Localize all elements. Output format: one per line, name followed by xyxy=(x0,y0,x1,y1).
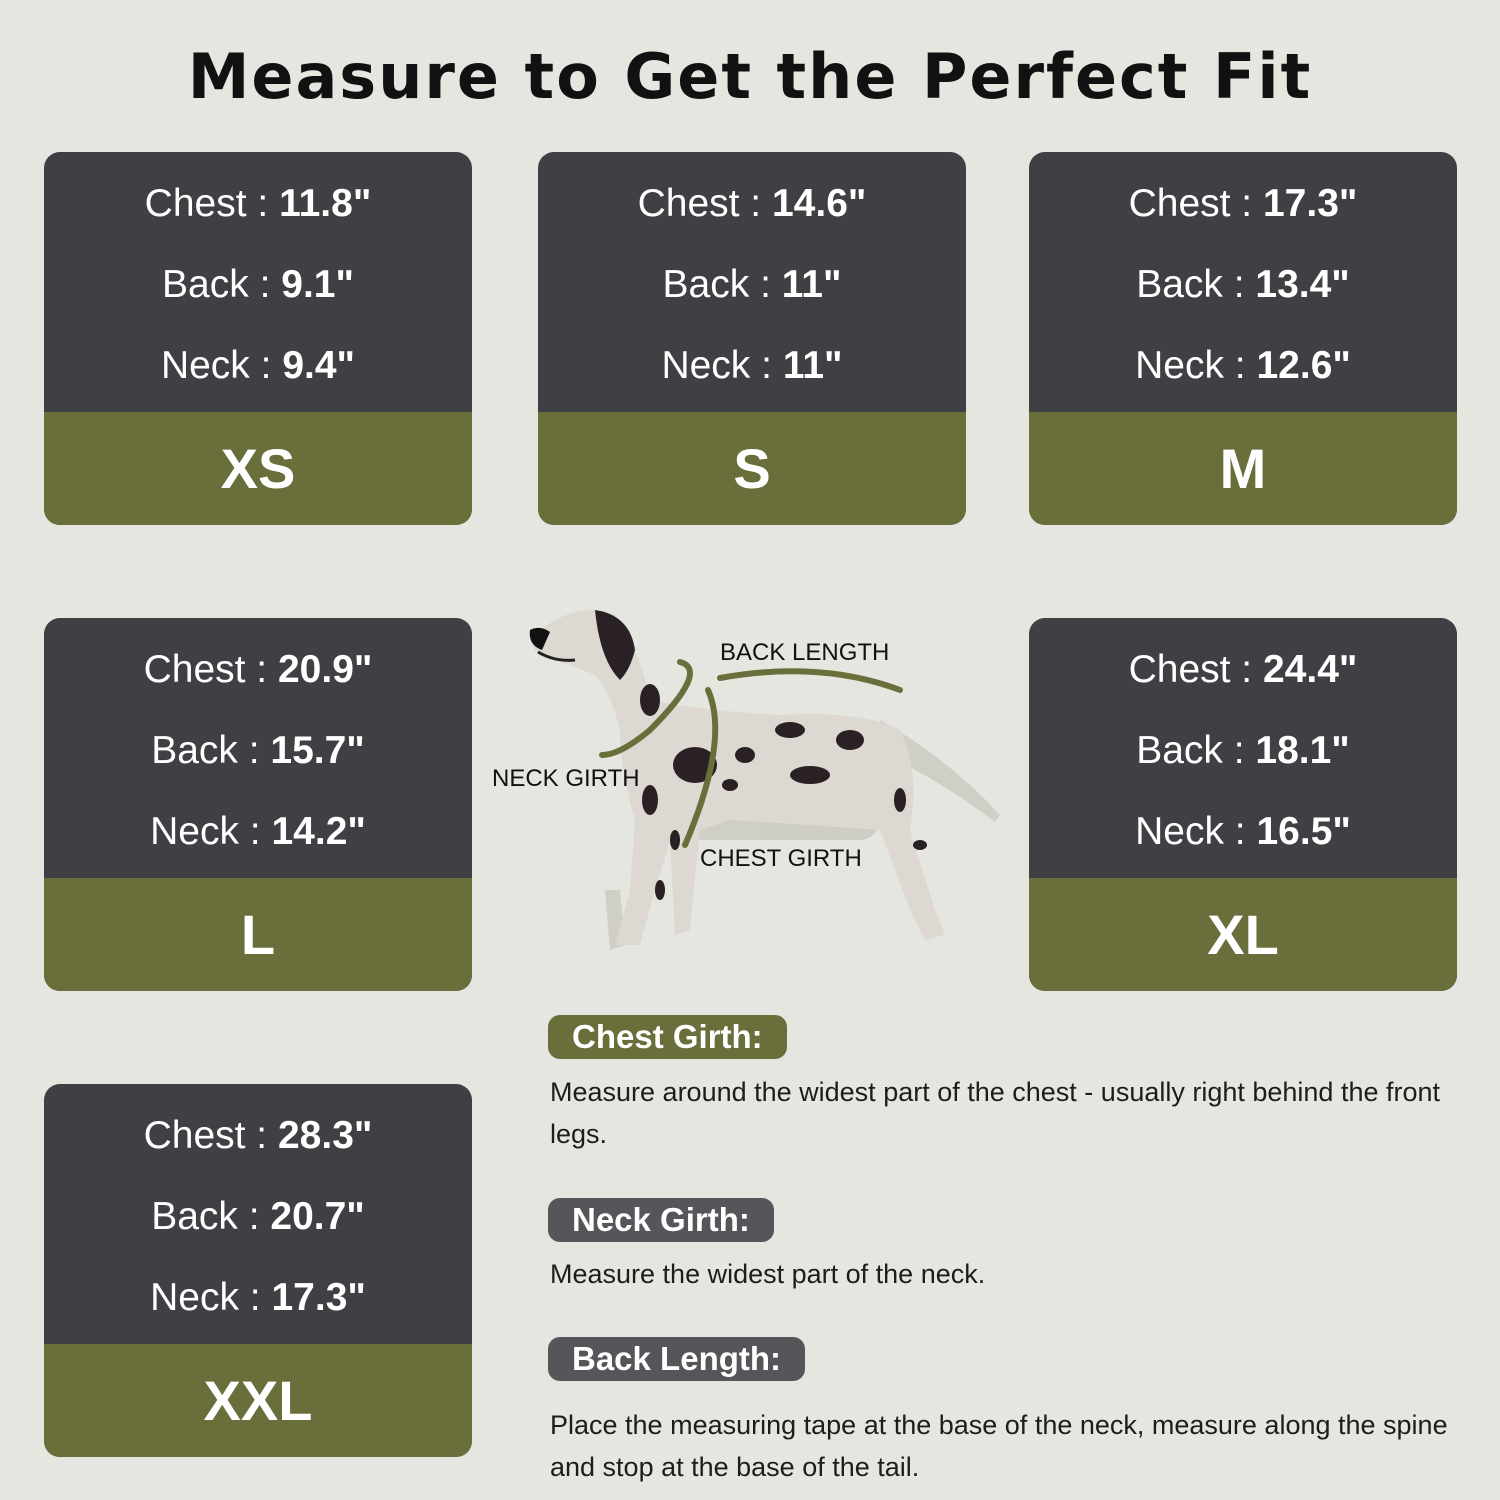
neck-value: 9.4" xyxy=(282,344,356,387)
size-label: S xyxy=(538,412,966,525)
neck-label: Neck : xyxy=(661,344,783,387)
neck-measurement: Neck : 12.6" xyxy=(1029,344,1457,388)
back-value: 13.4" xyxy=(1255,263,1350,306)
size-card-xs: Chest : 11.8" Back : 9.1" Neck : 9.4" XS xyxy=(44,152,472,525)
neck-girth-text: Measure the widest part of the neck. xyxy=(550,1259,986,1289)
chest-measurement: Chest : 24.4" xyxy=(1029,648,1457,692)
size-card-s: Chest : 14.6" Back : 11" Neck : 11" S xyxy=(538,152,966,525)
back-label: Back : xyxy=(662,263,782,306)
back-measurement: Back : 18.1" xyxy=(1029,729,1457,773)
back-label: Back : xyxy=(1136,263,1256,306)
neck-measurement: Neck : 9.4" xyxy=(44,344,472,388)
chest-label: Chest : xyxy=(637,182,772,225)
chest-value: 17.3" xyxy=(1262,182,1358,225)
back-label: Back : xyxy=(151,729,271,772)
back-measurement: Back : 13.4" xyxy=(1029,263,1457,307)
chest-value: 14.6" xyxy=(771,182,867,225)
neck-measurement: Neck : 16.5" xyxy=(1029,810,1457,854)
size-label: XL xyxy=(1029,878,1457,991)
neck-measurement: Neck : 11" xyxy=(538,344,966,388)
chest-girth-label: CHEST GIRTH xyxy=(700,845,862,872)
back-label: Back : xyxy=(151,1195,271,1238)
neck-value: 14.2" xyxy=(271,810,366,853)
neck-value: 17.3" xyxy=(271,1276,366,1319)
neck-label: Neck : xyxy=(1135,810,1257,853)
neck-girth-label: NECK GIRTH xyxy=(492,765,640,792)
back-value: 18.1" xyxy=(1255,729,1350,772)
neck-value: 16.5" xyxy=(1256,810,1351,853)
chest-measurement: Chest : 28.3" xyxy=(44,1114,472,1158)
back-length-label: BACK LENGTH xyxy=(720,639,890,666)
size-card-m: Chest : 17.3" Back : 13.4" Neck : 12.6" M xyxy=(1029,152,1457,525)
chest-label: Chest : xyxy=(143,1114,278,1157)
back-label: Back : xyxy=(162,263,282,306)
chest-value: 20.9" xyxy=(277,648,373,691)
neck-measurement: Neck : 17.3" xyxy=(44,1276,472,1320)
chest-label: Chest : xyxy=(1128,648,1263,691)
back-value: 15.7" xyxy=(270,729,365,772)
back-measurement: Back : 11" xyxy=(538,263,966,307)
neck-label: Neck : xyxy=(150,1276,272,1319)
neck-label: Neck : xyxy=(160,344,283,387)
page-title: Measure to Get the Perfect Fit xyxy=(187,40,1313,113)
back-label: Back : xyxy=(1136,729,1256,772)
chest-value: 24.4" xyxy=(1262,648,1358,691)
back-value: 20.7" xyxy=(270,1195,365,1238)
chest-value: 11.8" xyxy=(279,182,372,225)
chest-measurement: Chest : 14.6" xyxy=(538,182,966,226)
back-measurement: Back : 20.7" xyxy=(44,1195,472,1239)
chest-value: 28.3" xyxy=(277,1114,373,1157)
chest-label: Chest : xyxy=(143,648,278,691)
size-card-xl: Chest : 24.4" Back : 18.1" Neck : 16.5" XL xyxy=(1029,618,1457,991)
back-value: 9.1" xyxy=(281,263,354,306)
size-card-xxl: Chest : 28.3" Back : 20.7" Neck : 17.3" XXL xyxy=(44,1084,472,1457)
back-length-text: Place the measuring tape at the base of … xyxy=(550,1410,1448,1482)
size-label: XXL xyxy=(44,1344,472,1457)
chest-girth-heading: Chest Girth: xyxy=(548,1015,787,1059)
chest-measurement: Chest : 17.3" xyxy=(1029,182,1457,226)
dalmatian-illustration xyxy=(529,610,1000,950)
neck-girth-heading: Neck Girth: xyxy=(548,1198,774,1242)
back-value: 11" xyxy=(781,263,842,306)
size-label: L xyxy=(44,878,472,991)
chest-measurement: Chest : 20.9" xyxy=(44,648,472,692)
size-label: XS xyxy=(44,412,472,525)
back-measurement: Back : 9.1" xyxy=(44,263,472,307)
chest-measurement: Chest : 11.8" xyxy=(44,182,472,226)
neck-value: 11" xyxy=(782,344,843,387)
back-measurement: Back : 15.7" xyxy=(44,729,472,773)
neck-label: Neck : xyxy=(1135,344,1257,387)
chest-label: Chest : xyxy=(144,182,280,225)
chest-label: Chest : xyxy=(1128,182,1263,225)
size-label: M xyxy=(1029,412,1457,525)
chest-girth-text: Measure around the widest part of the ch… xyxy=(550,1077,1441,1149)
back-length-heading: Back Length: xyxy=(548,1337,806,1381)
neck-measurement: Neck : 14.2" xyxy=(44,810,472,854)
neck-label: Neck : xyxy=(150,810,272,853)
size-card-l: Chest : 20.9" Back : 15.7" Neck : 14.2" L xyxy=(44,618,472,991)
neck-value: 12.6" xyxy=(1256,344,1351,387)
